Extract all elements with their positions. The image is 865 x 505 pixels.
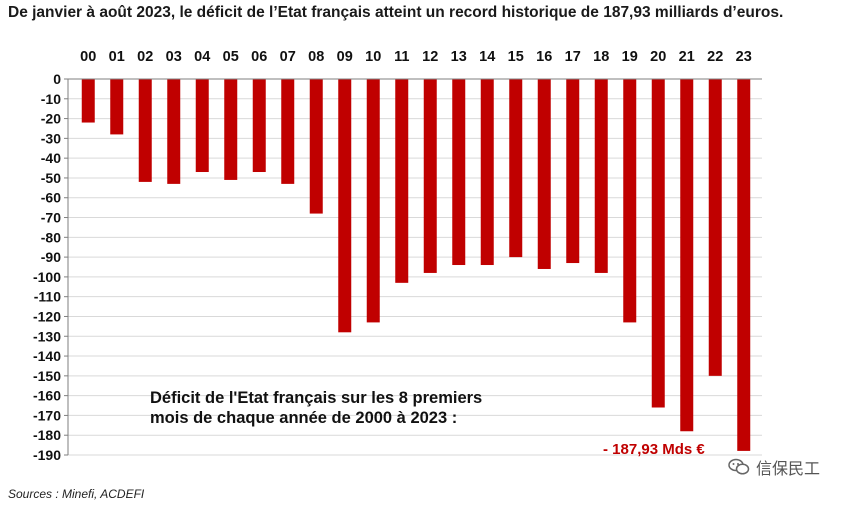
y-tick-label: -120: [33, 308, 61, 324]
x-tick-labels: 00 01 02 03 04 05 06 07 08 09 10 11 12 13 14 15 16 17 18 19…: [80, 49, 752, 65]
bar-05: [224, 79, 238, 180]
y-tick-label: -50: [41, 170, 61, 186]
chart-annotation: Déficit de l'Etat français sur les 8 pre…: [150, 388, 482, 428]
x-tick-label: 05: [223, 49, 239, 65]
bar-17: [566, 79, 580, 264]
bar-15: [509, 79, 523, 258]
y-tick-label: -180: [33, 427, 61, 443]
x-tick-label: 22: [707, 49, 723, 65]
x-tick-label: 15: [508, 49, 524, 65]
x-tick-label: 23: [736, 49, 752, 65]
annotation-line-1: Déficit de l'Etat français sur les 8 pre…: [150, 389, 483, 407]
chart-headline: De janvier à août 2023, le déficit de l’…: [8, 4, 784, 21]
bar-16: [537, 79, 551, 269]
y-tick-label: -80: [41, 229, 61, 245]
x-tick-label: 01: [109, 49, 125, 65]
bar-08: [309, 79, 323, 214]
y-tick-label: -190: [33, 447, 61, 463]
x-tick-label: 19: [622, 49, 638, 65]
bar-04: [195, 79, 209, 173]
x-tick-label: 12: [422, 49, 438, 65]
y-tick-label: -70: [41, 210, 61, 226]
bar-00: [81, 79, 95, 123]
chat-bubbles-icon: [728, 458, 750, 475]
total-deficit-label: - 187,93 Mds €: [603, 441, 705, 458]
y-tick-label: -170: [33, 407, 61, 423]
x-tick-label: 10: [365, 49, 381, 65]
x-tick-label: 02: [137, 49, 153, 65]
y-tick-labels: 0 -10 -20 -30 -40 -50 -60 -70 -80 -90 -100 -110 -120…: [33, 71, 61, 463]
annotation-line-2: mois de chaque année de 2000 à 2023 :: [150, 409, 458, 427]
y-tick-label: -10: [41, 91, 61, 107]
bar-07: [281, 79, 295, 184]
x-tick-label: 17: [565, 49, 581, 65]
x-tick-label: 00: [80, 49, 96, 65]
gridlines: [68, 98, 762, 456]
watermark: 信保民工: [728, 455, 820, 479]
bar-03: [167, 79, 181, 184]
x-tick-label: 13: [451, 49, 467, 65]
x-tick-label: 08: [308, 49, 324, 65]
bar-09: [338, 79, 352, 333]
bar-23: [737, 79, 751, 451]
x-tick-label: 18: [593, 49, 609, 65]
y-tick-label: -40: [41, 150, 61, 166]
x-tick-label: 11: [394, 49, 409, 65]
bars: [81, 79, 751, 451]
bar-06: [252, 79, 266, 173]
watermark-text: 信保民工: [756, 461, 821, 478]
bar-10: [366, 79, 380, 323]
y-tick-label: 0: [53, 71, 61, 87]
x-tick-label: 09: [337, 49, 353, 65]
x-tick-label: 06: [251, 49, 267, 65]
bar-20: [651, 79, 665, 408]
bar-01: [110, 79, 124, 135]
bar-12: [423, 79, 437, 273]
bar-02: [138, 79, 152, 182]
y-tick-label: -90: [41, 249, 61, 265]
bar-14: [480, 79, 494, 266]
bar-11: [395, 79, 409, 283]
x-tick-label: 16: [536, 49, 552, 65]
x-tick-label: 14: [479, 49, 495, 65]
axes: [64, 78, 762, 456]
y-tick-label: -20: [41, 111, 61, 127]
x-tick-label: 03: [166, 49, 182, 65]
x-tick-label: 20: [650, 49, 666, 65]
bar-13: [452, 79, 466, 266]
bar-19: [623, 79, 637, 323]
y-tick-label: -30: [41, 130, 61, 146]
x-tick-label: 07: [280, 49, 296, 65]
bar-18: [594, 79, 608, 273]
y-tick-label: -110: [34, 289, 61, 305]
y-tick-label: -160: [33, 388, 61, 404]
y-tick-label: -150: [33, 368, 61, 384]
y-tick-label: -60: [41, 190, 61, 206]
x-tick-label: 21: [679, 49, 695, 65]
y-tick-label: -130: [33, 328, 61, 344]
y-tick-label: -100: [33, 269, 61, 285]
bar-22: [708, 79, 722, 376]
x-tick-label: 04: [194, 49, 210, 65]
bar-21: [680, 79, 694, 432]
y-tick-label: -140: [33, 348, 61, 364]
source-note: Sources : Minefi, ACDEFI: [8, 487, 145, 501]
